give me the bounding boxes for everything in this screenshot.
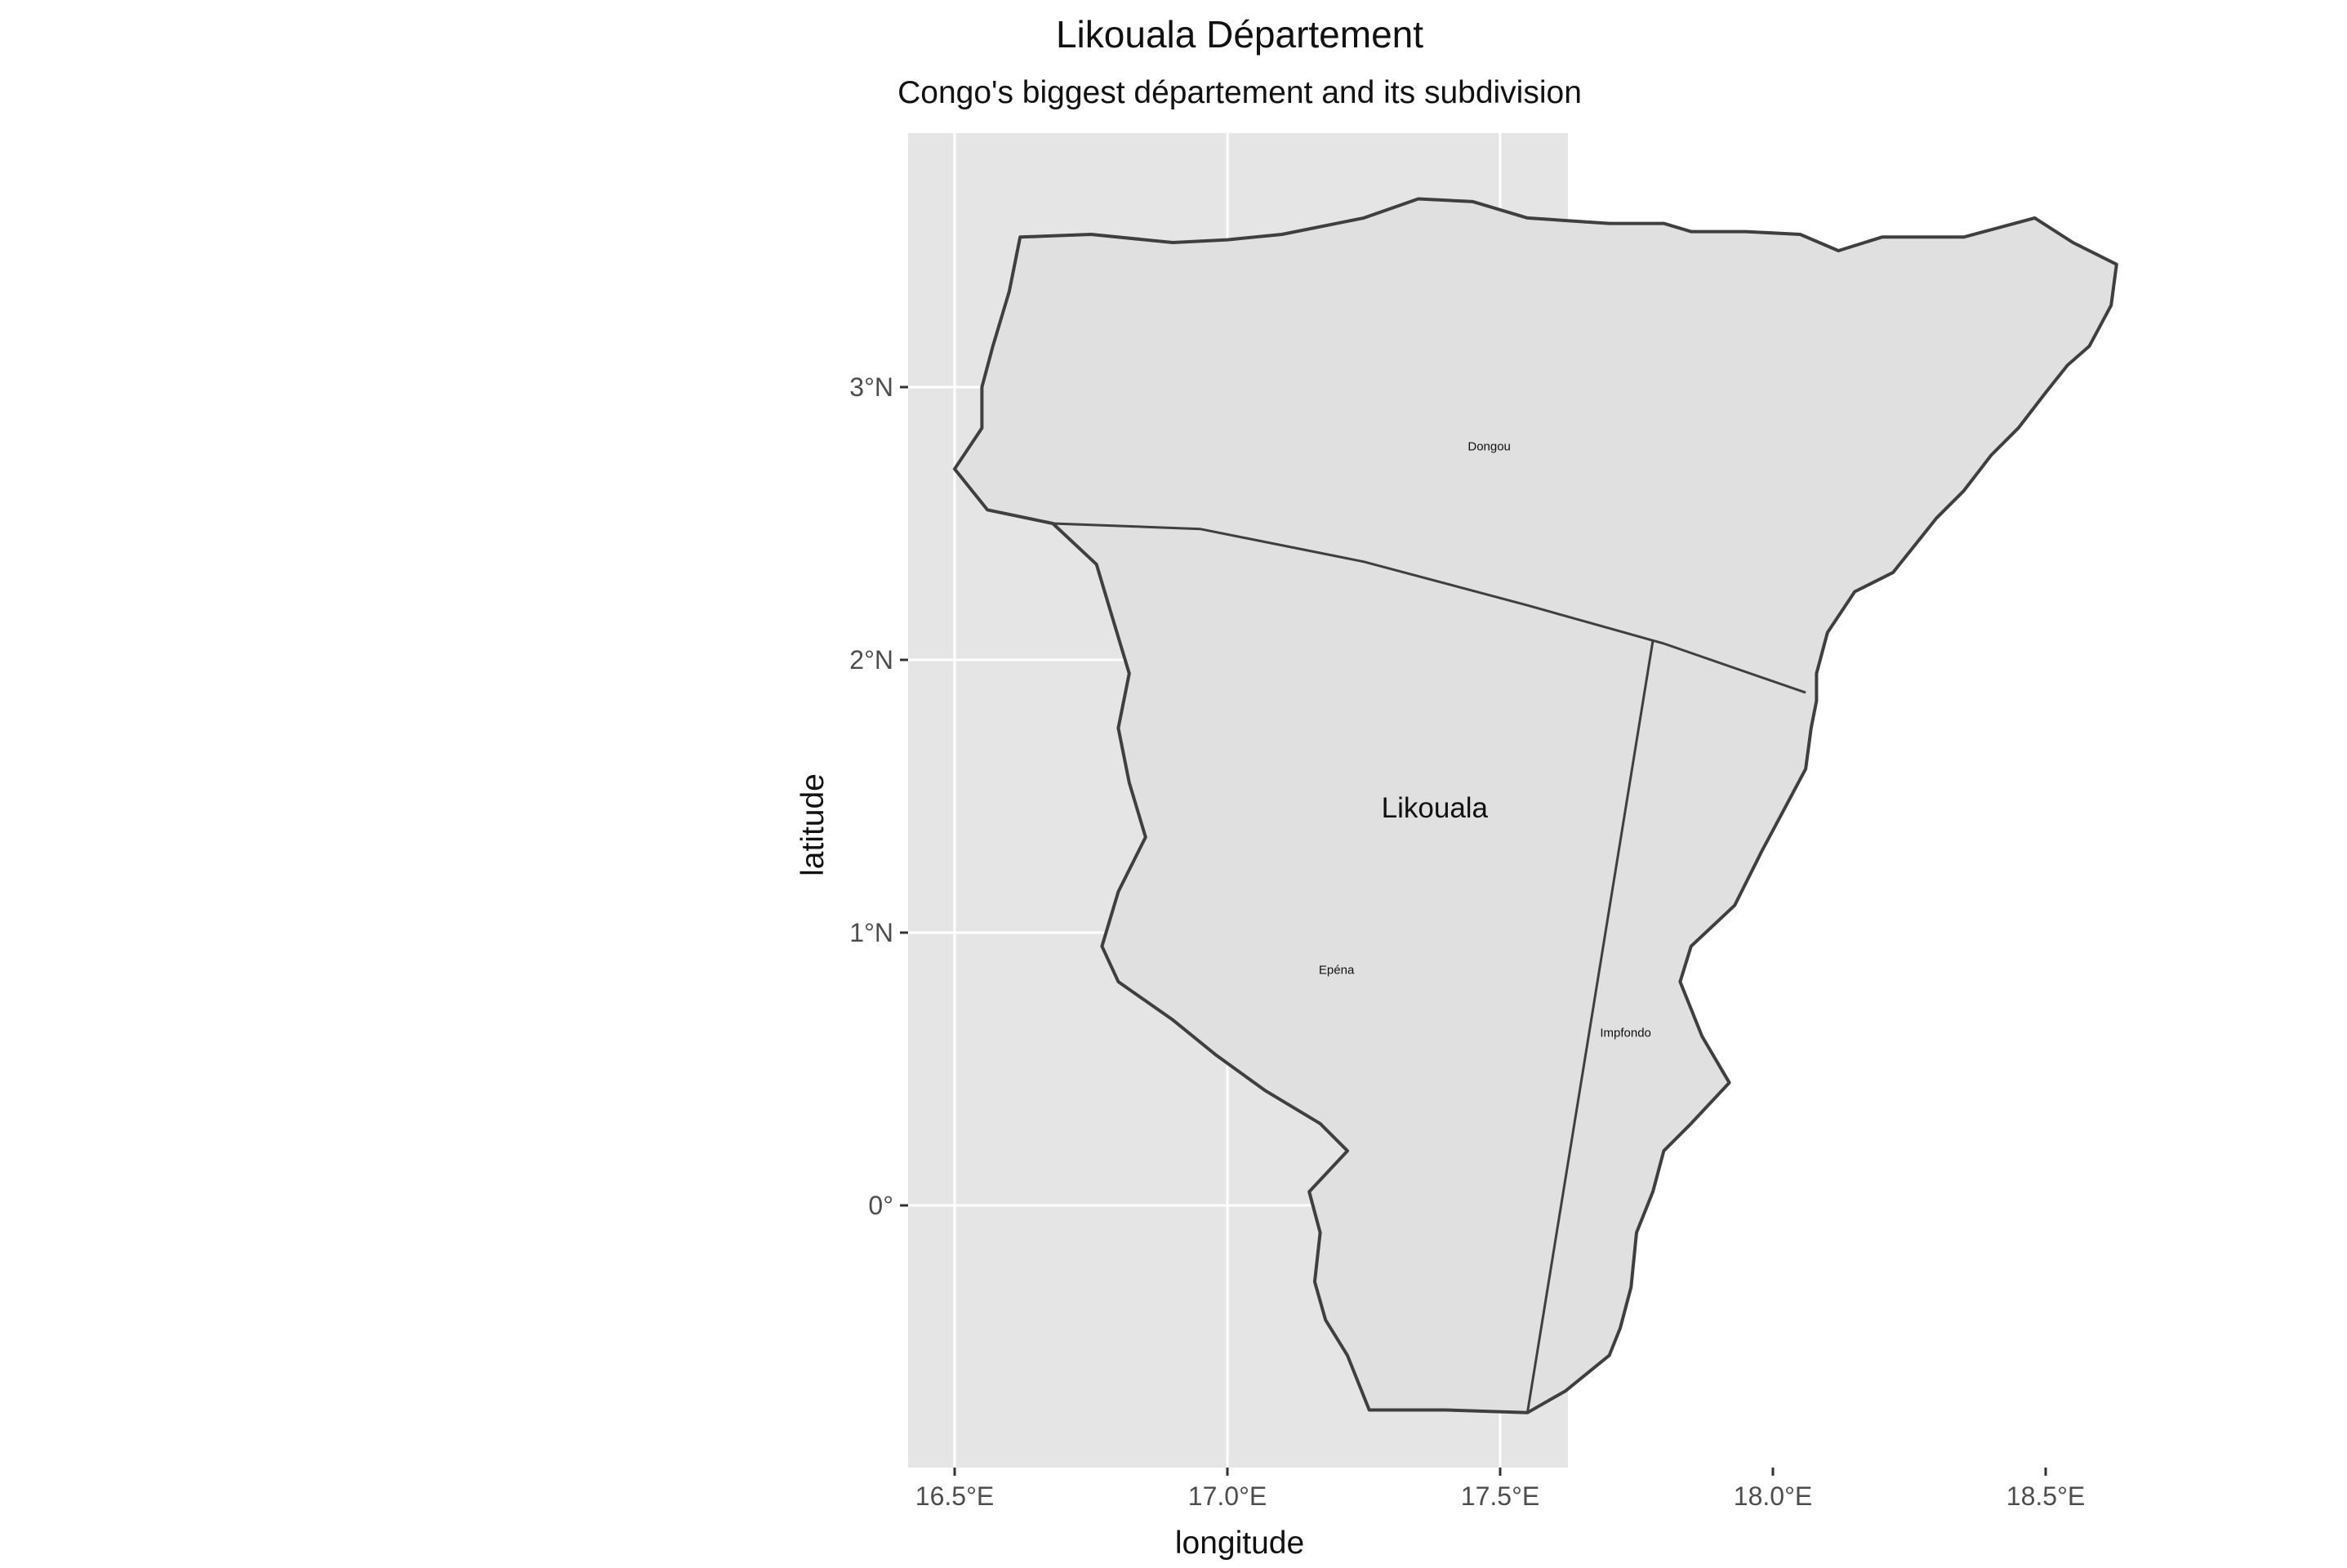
region-label-likouala: Likouala	[1382, 792, 1489, 824]
y-tick-label-0: 3°N	[849, 372, 893, 402]
region-label-impfondo: Impfondo	[1600, 1027, 1651, 1040]
dongou-epena-boundary	[1053, 522, 1806, 694]
y-tick-label-2: 1°N	[849, 918, 893, 947]
region-labels: Likouala Dongou Epéna Impfondo	[1319, 439, 1651, 1040]
map-title: Likouala Département	[1056, 13, 1423, 56]
x-tick-label-3: 18.0°E	[1734, 1481, 1812, 1511]
x-tick-label-1: 17.0°E	[1188, 1481, 1267, 1511]
y-tick-label-3: 0°	[868, 1191, 893, 1220]
x-tick-label-0: 16.5°E	[915, 1481, 994, 1511]
axis-ticks: 16.5°E 17.0°E 17.5°E 18.0°E 18.5°E 3°N 2°N 1°N 0…	[849, 372, 2085, 1511]
x-tick-label-4: 18.5°E	[2006, 1481, 2085, 1511]
map-subtitle: Congo's biggest département and its subd…	[897, 75, 1582, 110]
y-tick-label-1: 2°N	[849, 645, 893, 675]
department-outline	[953, 197, 2118, 1414]
epena-impfondo-boundary	[1525, 640, 1654, 1414]
region-label-dongou: Dongou	[1467, 439, 1511, 453]
y-axis-title: latitude	[795, 773, 831, 876]
x-tick-label-2: 17.5°E	[1461, 1481, 1539, 1511]
region-label-epna: Epéna	[1319, 964, 1355, 978]
regions-layer	[953, 197, 2118, 1414]
x-axis-title: longitude	[1175, 1526, 1304, 1561]
